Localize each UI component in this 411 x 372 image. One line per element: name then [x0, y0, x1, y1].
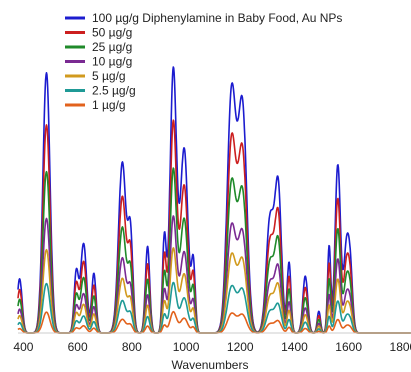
x-tick-labels: 400 600 800 1000 1200 1400 1600 1800 — [13, 340, 411, 354]
legend: 100 µg/g Diphenylamine in Baby Food, Au … — [65, 11, 342, 112]
legend-label-6: 1 µg/g — [92, 98, 126, 112]
legend-label-0: 100 µg/g Diphenylamine in Baby Food, Au … — [92, 11, 342, 25]
x-tick-label: 600 — [68, 340, 88, 354]
x-tick-label: 400 — [13, 340, 33, 354]
legend-label-2: 25 µg/g — [92, 40, 132, 54]
legend-label-4: 5 µg/g — [92, 69, 126, 83]
x-tick-label: 1600 — [335, 340, 362, 354]
x-tick-label: 800 — [122, 340, 142, 354]
x-tick-label: 1400 — [281, 340, 308, 354]
series-lines — [17, 66, 411, 334]
x-axis-label: Wavenumbers — [172, 358, 249, 372]
x-tick-label: 1200 — [227, 340, 254, 354]
x-tick-label: 1800 — [390, 340, 411, 354]
legend-label-1: 50 µg/g — [92, 26, 132, 40]
legend-label-3: 10 µg/g — [92, 55, 132, 69]
x-tick-label: 1000 — [173, 340, 200, 354]
legend-label-5: 2.5 µg/g — [92, 84, 136, 98]
